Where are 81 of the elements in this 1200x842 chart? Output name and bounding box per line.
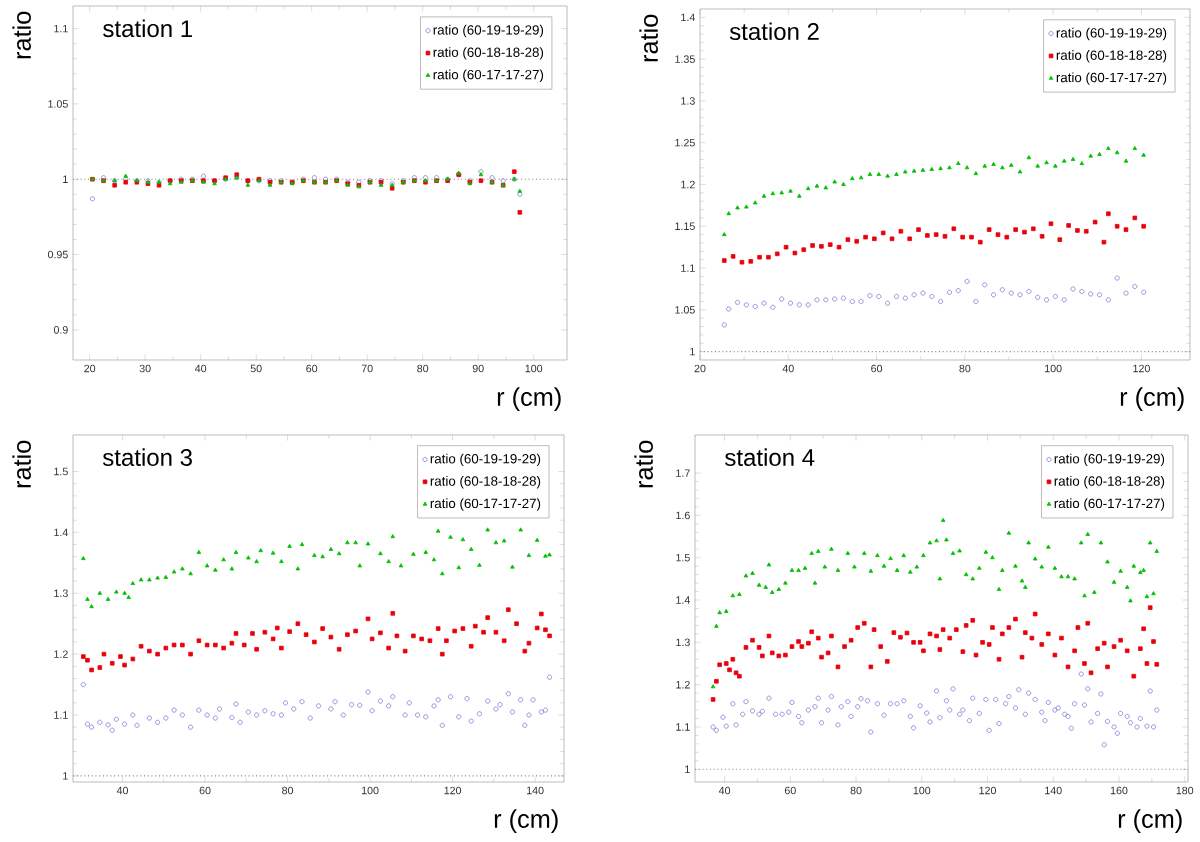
y-axis-title: ratio	[12, 440, 31, 488]
x-tick-label: 30	[139, 364, 151, 373]
chart-title: station 1	[103, 19, 192, 38]
x-tick-label: 40	[116, 786, 129, 795]
y-tick-label: 1.2	[681, 180, 695, 189]
legend-label: ratio (60-17-17-27)	[1054, 498, 1165, 511]
x-tick-label: 180	[1176, 786, 1194, 795]
x-tick-label: 100	[525, 364, 543, 373]
x-tick-label: 100	[1045, 364, 1062, 373]
y-axis-title: ratio	[12, 11, 31, 59]
y-tick-label: 1.4	[681, 13, 695, 22]
x-tick-label: 60	[199, 786, 211, 795]
y-tick-label: 1.1	[676, 723, 690, 731]
x-tick-label: 160	[1110, 786, 1128, 795]
legend-label: ratio (60-17-17-27)	[430, 498, 541, 511]
legend-label: ratio (60-19-19-29)	[1054, 453, 1165, 467]
y-tick-label: 1.1	[54, 711, 68, 719]
legend-label: ratio (60-18-18-28)	[430, 475, 541, 489]
y-tick-label: 1.05	[48, 100, 68, 108]
x-tick-label: 140	[527, 786, 544, 795]
x-axis-title: r (cm)	[1118, 809, 1182, 833]
chart-title: station 2	[729, 22, 819, 41]
x-axis-title: r (cm)	[494, 809, 558, 833]
chart-title: station 3	[102, 448, 192, 466]
legend-label: ratio (60-17-17-27)	[433, 69, 544, 82]
y-tick-label: 1.6	[676, 511, 690, 520]
y-tick-label: 1	[63, 772, 68, 780]
x-axis-title: r (cm)	[497, 387, 561, 411]
x-tick-label: 60	[306, 364, 318, 373]
y-tick-label: 1.7	[676, 469, 690, 477]
x-tick-label: 40	[718, 786, 731, 795]
y-tick-label: 1.3	[681, 97, 695, 105]
y-axis-title: ratio	[639, 14, 658, 62]
y-tick-label: 1.4	[676, 596, 690, 604]
x-tick-label: 100	[913, 786, 931, 795]
x-tick-label: 60	[871, 364, 883, 373]
y-tick-label: 1.5	[54, 467, 68, 476]
x-tick-label: 80	[282, 786, 294, 795]
y-tick-label: 1.2	[676, 680, 690, 689]
y-tick-label: 1.25	[675, 138, 695, 147]
x-tick-label: 120	[444, 786, 462, 795]
y-tick-label: 1.05	[675, 306, 695, 314]
legend-label: ratio (60-18-18-28)	[433, 47, 544, 60]
legend-label: ratio (60-19-19-29)	[430, 453, 541, 467]
y-tick-label: 1	[63, 175, 68, 183]
x-tick-label: 40	[194, 364, 207, 373]
y-tick-label: 1.3	[54, 589, 68, 598]
x-tick-label: 80	[417, 364, 429, 373]
x-tick-label: 120	[1133, 364, 1150, 373]
y-tick-label: 0.95	[47, 250, 68, 259]
legend-label: ratio (60-18-18-28)	[1056, 50, 1167, 63]
x-tick-label: 20	[694, 364, 706, 373]
x-tick-label: 100	[362, 786, 379, 795]
x-tick-label: 20	[84, 364, 96, 373]
y-axis-title: ratio	[634, 440, 653, 488]
y-tick-label: 1.1	[54, 24, 68, 33]
y-tick-label: 1.5	[676, 553, 690, 562]
x-tick-label: 140	[1045, 786, 1062, 795]
x-tick-label: 120	[979, 786, 996, 795]
y-tick-label: 1.35	[675, 55, 695, 63]
y-tick-label: 1.2	[54, 650, 68, 658]
x-tick-label: 80	[959, 364, 971, 373]
x-tick-label: 80	[850, 786, 862, 795]
y-tick-label: 1	[690, 347, 695, 356]
x-axis-title: r (cm)	[1120, 387, 1184, 411]
y-tick-label: 1.15	[675, 222, 695, 230]
x-tick-label: 40	[782, 364, 794, 373]
x-tick-label: 90	[472, 364, 484, 373]
legend-label: ratio (60-19-19-29)	[1056, 27, 1167, 41]
x-tick-label: 60	[784, 786, 796, 795]
y-tick-label: 1.1	[681, 264, 695, 272]
chart-title: station 4	[725, 448, 815, 466]
legend-label: ratio (60-19-19-29)	[433, 24, 544, 38]
y-tick-label: 1.4	[54, 528, 68, 537]
legend-label: ratio (60-18-18-28)	[1054, 476, 1165, 489]
legend-label: ratio (60-17-17-27)	[1056, 72, 1167, 85]
x-tick-label: 70	[361, 364, 373, 373]
x-tick-label: 50	[250, 364, 262, 373]
y-tick-label: 1	[685, 765, 690, 773]
y-tick-label: 1.3	[676, 638, 690, 647]
y-tick-label: 0.9	[53, 326, 68, 334]
